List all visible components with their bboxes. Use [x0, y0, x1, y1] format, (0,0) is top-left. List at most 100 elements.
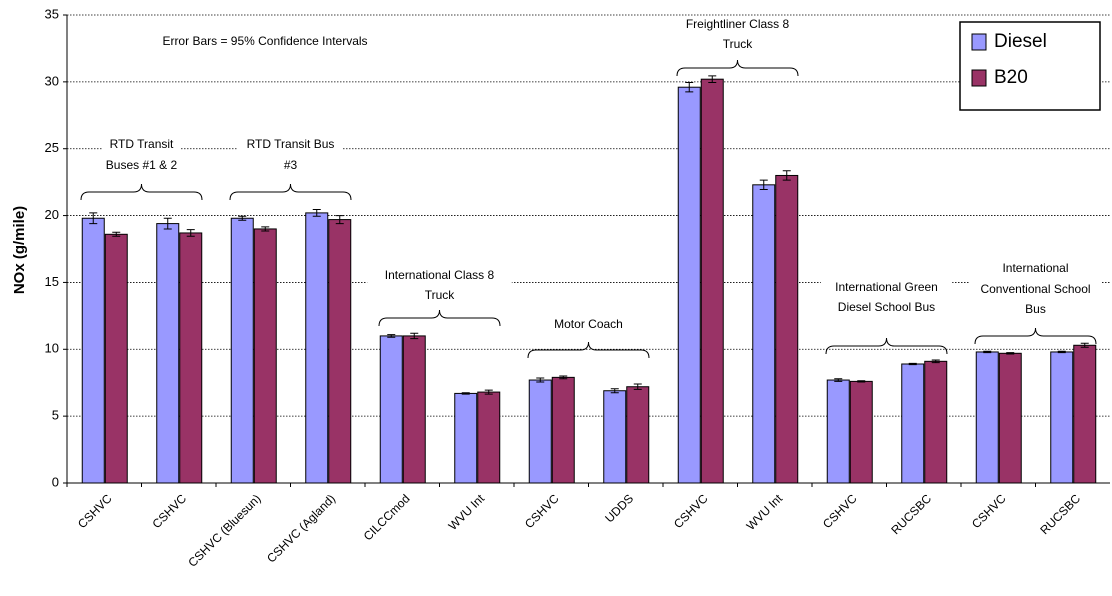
x-tick-label: UDDS — [602, 491, 636, 525]
bar — [230, 217, 254, 484]
error-bar — [461, 392, 470, 395]
error-bar — [983, 350, 992, 354]
y-tick-label: 30 — [45, 73, 59, 88]
error-bar — [335, 215, 344, 225]
error-bar — [1006, 352, 1015, 355]
bar — [775, 174, 799, 484]
brace — [974, 327, 1097, 345]
brace — [676, 59, 799, 77]
x-tick-label: CSHVC — [75, 491, 115, 531]
bar — [924, 360, 948, 484]
bar — [677, 86, 701, 484]
y-tick-label: 15 — [45, 274, 59, 289]
x-tick-label: CSHVC — [820, 491, 860, 531]
bar — [998, 352, 1022, 484]
annotation-bg — [820, 280, 953, 296]
annotation-bg — [827, 300, 946, 316]
bar — [700, 78, 724, 484]
error-bar — [238, 215, 247, 221]
annotation: RTD Transit — [110, 137, 174, 151]
error-bar — [834, 378, 843, 382]
error-bar — [633, 383, 642, 390]
bar — [528, 379, 552, 484]
bar — [477, 391, 501, 484]
x-tick-label: CSHVC — [969, 491, 1009, 531]
brace — [80, 183, 203, 201]
annotation: Truck — [425, 288, 456, 302]
bar — [379, 335, 403, 484]
error-bar — [186, 229, 195, 237]
annotation: Motor Coach — [554, 317, 623, 331]
x-tick-label: WVU Int — [446, 491, 488, 533]
x-tick-label: CSHVC — [522, 491, 562, 531]
y-tick-label: 0 — [52, 474, 59, 489]
annotation-bg — [1022, 302, 1049, 318]
legend-label: B20 — [994, 67, 1028, 88]
x-tick-label: RUCSBC — [888, 491, 934, 537]
x-tick-label: RUCSBC — [1037, 491, 1083, 537]
bar — [1073, 344, 1097, 484]
annotation-bg — [549, 317, 628, 333]
error-bar — [89, 212, 98, 225]
error-bar — [782, 170, 791, 181]
annotation-bg — [420, 288, 459, 304]
error-bar — [931, 359, 940, 364]
annotation: Diesel School Bus — [838, 300, 935, 314]
bar — [603, 390, 627, 484]
y-tick-label: 35 — [45, 6, 59, 21]
bar — [402, 335, 426, 484]
annotation: Truck — [723, 37, 754, 51]
bar — [253, 228, 277, 484]
x-tick-label: CILCCmod — [361, 491, 413, 543]
bar — [849, 380, 873, 484]
y-tick-label: 20 — [45, 207, 59, 222]
error-bar — [708, 75, 717, 84]
annotation-bg — [969, 282, 1102, 298]
x-tick-label: WVU Int — [744, 491, 786, 533]
annotation: Freightliner Class 8 — [686, 17, 790, 31]
x-tick-label: CSHVC (Agland) — [264, 491, 338, 565]
bar — [975, 351, 999, 484]
annotation-bg — [238, 137, 343, 153]
bar — [305, 212, 329, 484]
bar — [81, 217, 105, 484]
annotation: International Class 8 — [385, 268, 495, 282]
error-bar — [559, 375, 568, 380]
bar — [156, 223, 180, 484]
annotation-bg — [718, 37, 757, 53]
annotation-bg — [367, 268, 512, 284]
error-bar — [484, 389, 493, 395]
error-bar — [112, 231, 121, 237]
bar — [901, 363, 925, 484]
error-bar — [536, 377, 545, 383]
brace — [378, 309, 501, 327]
x-tick-label: CSHVC (Bluesun) — [185, 491, 263, 569]
annotation: #3 — [284, 158, 298, 172]
bar — [752, 184, 776, 484]
bar — [551, 376, 575, 484]
bar — [104, 233, 128, 484]
note: Error Bars = 95% Confidence Intervals — [162, 34, 367, 48]
x-tick-label: CSHVC — [671, 491, 711, 531]
annotation: Bus — [1025, 302, 1046, 316]
bar — [454, 392, 478, 484]
bar — [626, 386, 650, 484]
brace — [229, 183, 352, 201]
error-bar — [685, 82, 694, 93]
legend-swatch — [971, 69, 987, 87]
annotation: International Green — [835, 280, 938, 294]
error-bar — [387, 334, 396, 338]
error-bar — [610, 388, 619, 394]
bar — [1050, 351, 1074, 484]
brace — [527, 341, 650, 359]
bar — [826, 379, 850, 484]
x-tick-label: CSHVC — [150, 491, 190, 531]
annotation-bg — [668, 17, 807, 33]
error-bar — [312, 209, 321, 217]
legend-swatch — [971, 33, 987, 51]
error-bar — [410, 332, 419, 340]
annotation-bg — [98, 158, 185, 174]
y-tick-label: 25 — [45, 140, 59, 155]
